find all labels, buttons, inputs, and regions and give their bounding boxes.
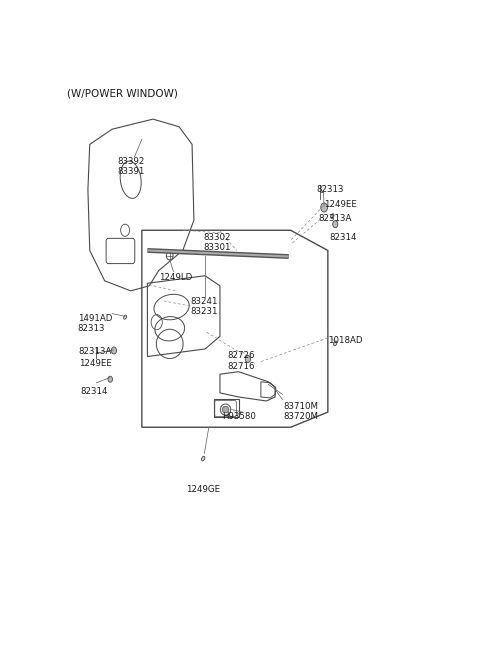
Text: 83710M
83720M: 83710M 83720M: [283, 402, 318, 421]
Text: 1249EE: 1249EE: [324, 200, 357, 209]
Text: 82726
82716: 82726 82716: [228, 352, 255, 371]
Text: 82314: 82314: [330, 233, 357, 242]
Text: 1249LD: 1249LD: [158, 273, 192, 282]
Ellipse shape: [222, 406, 229, 413]
Text: 83241
83231: 83241 83231: [190, 297, 218, 316]
Text: 82313A: 82313A: [79, 348, 112, 356]
Ellipse shape: [123, 315, 127, 319]
Circle shape: [321, 203, 327, 212]
Text: 1491AD
82313: 1491AD 82313: [78, 314, 112, 333]
Circle shape: [245, 356, 251, 363]
Text: 82314: 82314: [81, 387, 108, 396]
Circle shape: [111, 347, 117, 354]
Circle shape: [333, 220, 338, 228]
Ellipse shape: [334, 341, 337, 346]
Text: (W/POWER WINDOW): (W/POWER WINDOW): [67, 89, 178, 99]
Text: 1249GE: 1249GE: [186, 485, 221, 495]
Text: 82313A: 82313A: [319, 214, 352, 222]
Text: 1249EE: 1249EE: [79, 359, 111, 368]
Ellipse shape: [331, 214, 334, 218]
Text: 82313: 82313: [317, 185, 344, 194]
Text: H93580: H93580: [222, 412, 256, 421]
Circle shape: [108, 377, 112, 382]
Text: 83302
83301: 83302 83301: [203, 233, 231, 252]
Text: 1018AD: 1018AD: [328, 337, 362, 345]
Text: 83392
83391: 83392 83391: [118, 157, 145, 176]
Ellipse shape: [202, 457, 205, 461]
